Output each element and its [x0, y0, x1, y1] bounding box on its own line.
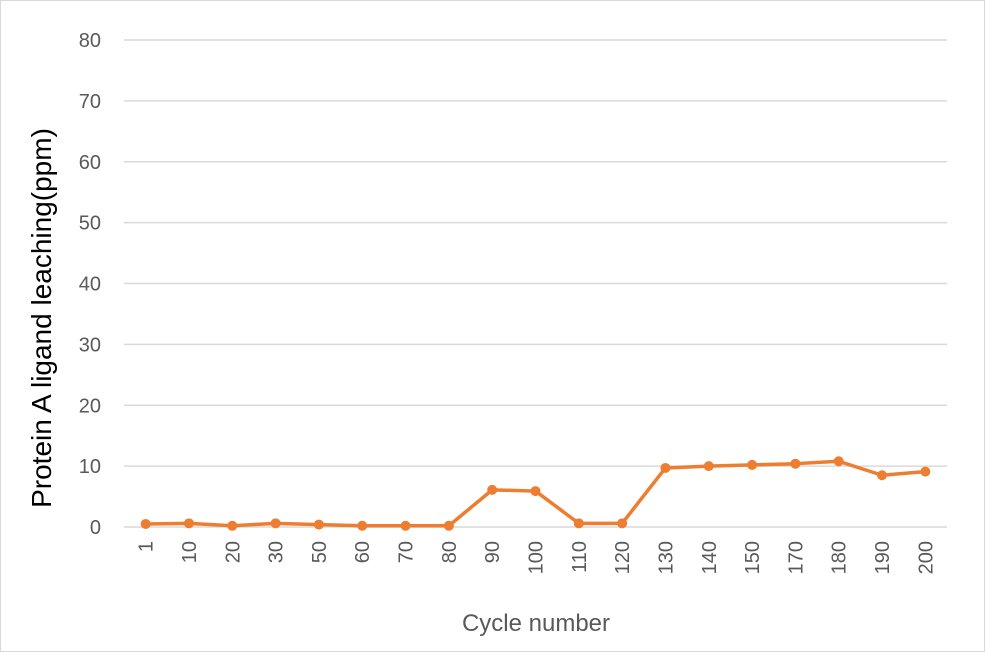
y-tick-label: 20 [79, 395, 101, 417]
data-point [400, 520, 411, 531]
data-point [270, 518, 281, 529]
series-layer [140, 456, 931, 531]
x-tick-label: 70 [396, 541, 418, 563]
y-tick-label: 70 [79, 91, 101, 113]
x-tick-label: 120 [612, 541, 634, 574]
data-point [443, 520, 454, 531]
x-tick-label: 50 [309, 541, 331, 563]
data-point [920, 466, 931, 477]
y-tick-label: 60 [79, 152, 101, 174]
x-tick-label: 20 [222, 541, 244, 563]
data-point [530, 486, 541, 497]
x-tick-label: 10 [179, 541, 201, 563]
x-tick-label: 170 [785, 541, 807, 574]
y-tick-label: 0 [90, 517, 101, 539]
data-point [747, 459, 758, 470]
data-point [573, 518, 584, 529]
data-point [313, 519, 324, 530]
x-tick-label: 190 [872, 541, 894, 574]
x-axis-label: Cycle number [462, 610, 610, 637]
data-point [183, 518, 194, 529]
data-point [703, 461, 714, 472]
data-point [833, 456, 844, 467]
x-tick-label: 150 [742, 541, 764, 574]
y-tick-label: 50 [79, 213, 101, 235]
x-tick-label: 110 [569, 541, 591, 573]
x-tick-label: 100 [526, 541, 548, 574]
x-tick-label: 80 [439, 541, 461, 563]
x-tick-label: 180 [829, 541, 851, 574]
x-tick-label: 200 [915, 541, 937, 574]
data-point [617, 518, 628, 529]
y-axis-label: Protein A ligand leaching(ppm) [26, 128, 57, 508]
data-point [487, 484, 498, 495]
data-point [877, 470, 888, 481]
y-tick-label: 10 [79, 456, 101, 478]
x-tick-label: 130 [655, 541, 677, 574]
data-point [357, 520, 368, 531]
x-tick-label: 1 [136, 541, 158, 552]
data-point [790, 458, 801, 469]
data-point [660, 462, 671, 473]
x-tick-label: 60 [352, 541, 374, 563]
x-tick-label: 140 [699, 541, 721, 574]
data-point [140, 518, 151, 529]
y-tick-label: 80 [79, 30, 101, 52]
y-axis-ticks: 0 10 20 30 40 50 60 70 80 [79, 30, 101, 539]
x-tick-label: 30 [266, 541, 288, 563]
x-axis-ticks: 1 10 20 30 50 60 70 80 90 100 110 120 130 140 150 170 18… [136, 541, 938, 574]
data-point [227, 520, 238, 531]
gridlines [124, 39, 947, 528]
x-tick-label: 90 [482, 541, 504, 563]
y-tick-label: 40 [79, 274, 101, 296]
y-tick-label: 30 [79, 334, 101, 356]
